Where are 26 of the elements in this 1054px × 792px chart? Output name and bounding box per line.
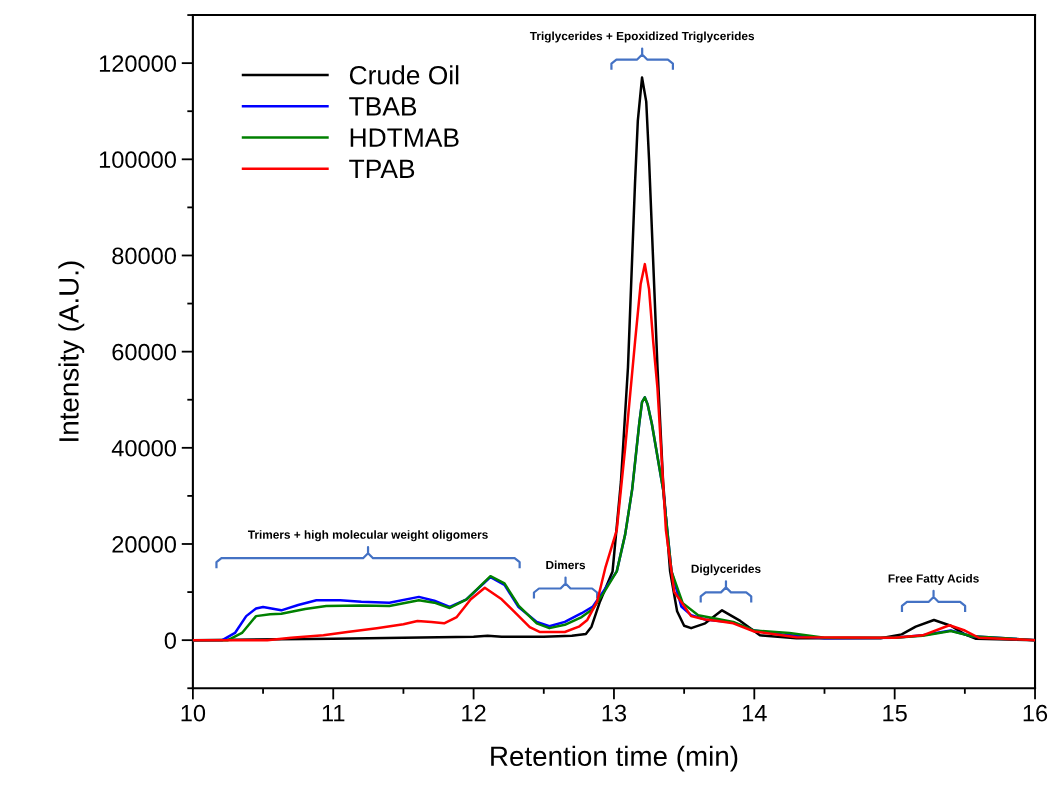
x-tick-label: 14 [742, 705, 767, 722]
annotation: Triglycerides + Epoxidized Triglycerides [529, 31, 755, 43]
y-tick-label: 20000 [112, 536, 176, 553]
x-axis-title: Retention time (min) [491, 745, 738, 772]
y-axis-title: Intensity (A.U.) [58, 261, 85, 441]
x-tick-label: 15 [883, 705, 907, 722]
y-tick-label: 100000 [99, 151, 176, 169]
y-tick-label: 120000 [99, 55, 176, 72]
y-tick-label: 40000 [111, 439, 176, 457]
legend-label: TBAB [349, 97, 417, 116]
y-tick-label: 80000 [112, 247, 176, 265]
annotation: Dimers [546, 560, 586, 570]
x-tick-label: 11 [322, 705, 345, 722]
annotation: Diglycerides [691, 564, 761, 576]
x-tick-label: 12 [462, 704, 486, 722]
x-tick-label: 10 [181, 704, 206, 722]
legend-label: HDTMAB [350, 128, 459, 147]
legend-label: Crude Oil [349, 65, 459, 85]
y-tick-label: 60000 [112, 343, 176, 361]
annotation: Free Fatty Acids [888, 573, 979, 585]
y-tick-label: 0 [164, 632, 176, 649]
line-series [192, 262, 1036, 642]
legend-label: TPAB [349, 159, 415, 178]
annotation: Trimers + high molecular weight oligomers [247, 530, 488, 542]
x-tick-label: 16 [1023, 704, 1048, 722]
x-tick-label: 13 [602, 704, 627, 722]
